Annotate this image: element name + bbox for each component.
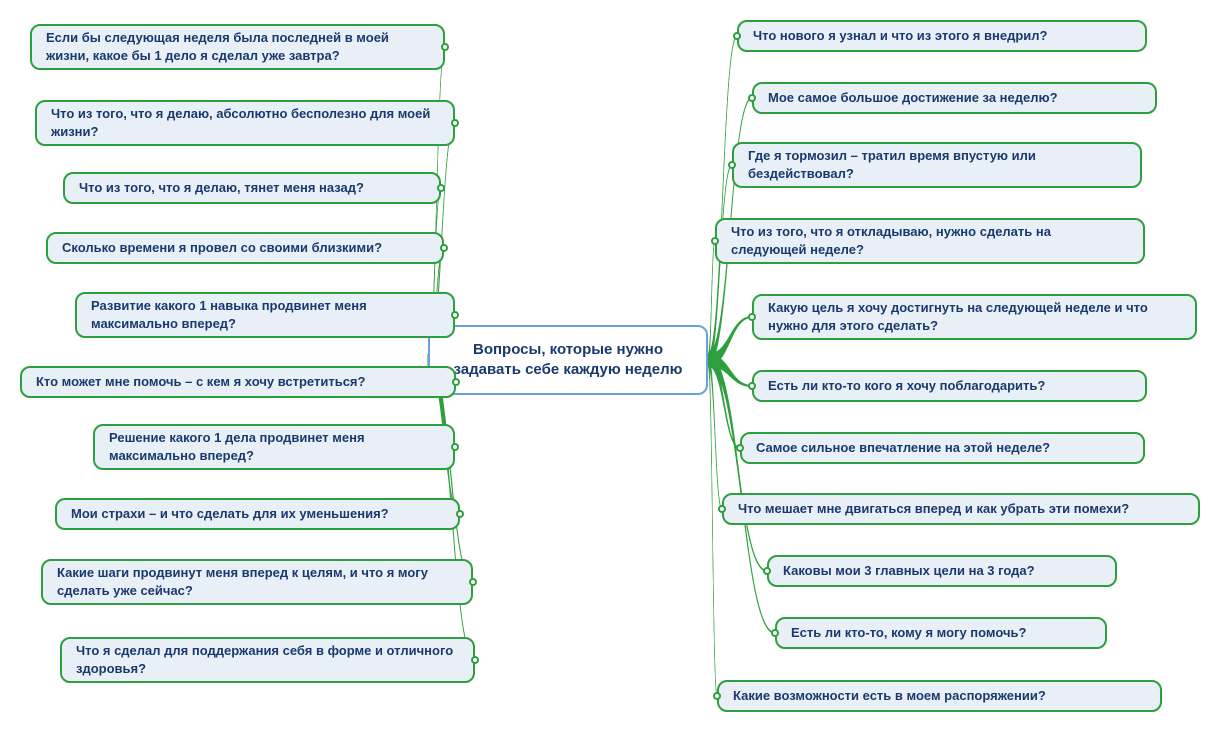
- node-left-9: Что я сделал для поддержания себя в форм…: [60, 637, 475, 683]
- node-right-0: Что нового я узнал и что из этого я внед…: [737, 20, 1147, 52]
- connector-dot: [748, 94, 756, 102]
- connector-dot: [471, 656, 479, 664]
- node-label: Что нового я узнал и что из этого я внед…: [753, 27, 1047, 45]
- node-label: Где я тормозил – тратил время впустую ил…: [748, 147, 1126, 182]
- node-label: Какую цель я хочу достигнуть на следующе…: [768, 299, 1181, 334]
- node-right-7: Что мешает мне двигаться вперед и как уб…: [722, 493, 1200, 525]
- node-label: Что из того, что я делаю, абсолютно бесп…: [51, 105, 439, 140]
- node-label: Что я сделал для поддержания себя в форм…: [76, 642, 459, 677]
- node-left-6: Решение какого 1 дела продвинет меня мак…: [93, 424, 455, 470]
- connector-dot: [451, 119, 459, 127]
- node-left-8: Какие шаги продвинут меня вперед к целям…: [41, 559, 473, 605]
- connector-dot: [763, 567, 771, 575]
- connector-dot: [713, 692, 721, 700]
- node-label: Сколько времени я провел со своими близк…: [62, 239, 382, 257]
- mindmap-edge: [708, 354, 740, 449]
- mindmap-edge: [708, 164, 732, 366]
- node-label: Что из того, что я делаю, тянет меня наз…: [79, 179, 364, 197]
- connector-dot: [440, 244, 448, 252]
- connector-dot: [736, 444, 744, 452]
- node-left-3: Сколько времени я провел со своими близк…: [46, 232, 444, 264]
- node-left-2: Что из того, что я делаю, тянет меня наз…: [63, 172, 441, 204]
- node-left-5: Кто может мне помочь – с кем я хочу встр…: [20, 366, 456, 398]
- connector-dot: [437, 184, 445, 192]
- connector-dot: [733, 32, 741, 40]
- node-label: Кто может мне помочь – с кем я хочу встр…: [36, 373, 365, 391]
- connector-dot: [456, 510, 464, 518]
- connector-dot: [441, 43, 449, 51]
- connector-dot: [718, 505, 726, 513]
- connector-dot: [451, 311, 459, 319]
- node-right-10: Какие возможности есть в моем распоряжен…: [717, 680, 1162, 712]
- node-label: Если бы следующая неделя была последней …: [46, 29, 429, 64]
- node-label: Развитие какого 1 навыка продвинет меня …: [91, 297, 439, 332]
- mindmap-edge: [708, 354, 752, 387]
- node-right-4: Какую цель я хочу достигнуть на следующе…: [752, 294, 1197, 340]
- node-left-0: Если бы следующая неделя была последней …: [30, 24, 445, 70]
- node-label: Есть ли кто-то, кому я могу помочь?: [791, 624, 1026, 642]
- mindmap-canvas: Вопросы, которые нужно задавать себе каж…: [0, 0, 1212, 756]
- node-right-9: Есть ли кто-то, кому я могу помочь?: [775, 617, 1107, 649]
- connector-dot: [771, 629, 779, 637]
- node-right-6: Самое сильное впечатление на этой неделе…: [740, 432, 1145, 464]
- connector-dot: [452, 378, 460, 386]
- mindmap-edge: [708, 354, 717, 697]
- node-left-7: Мои страхи – и что сделать для их уменьш…: [55, 498, 460, 530]
- node-label: Мое самое большое достижение за неделю?: [768, 89, 1058, 107]
- node-right-8: Каковы мои 3 главных цели на 3 года?: [767, 555, 1117, 587]
- node-left-4: Развитие какого 1 навыка продвинет меня …: [75, 292, 455, 338]
- node-label: Решение какого 1 дела продвинет меня мак…: [109, 429, 439, 464]
- node-label: Каковы мои 3 главных цели на 3 года?: [783, 562, 1035, 580]
- node-label: Что из того, что я откладываю, нужно сде…: [731, 223, 1129, 258]
- center-node: Вопросы, которые нужно задавать себе каж…: [428, 325, 708, 395]
- node-right-2: Где я тормозил – тратил время впустую ил…: [732, 142, 1142, 188]
- connector-dot: [711, 237, 719, 245]
- node-label: Что мешает мне двигаться вперед и как уб…: [738, 500, 1129, 518]
- node-right-5: Есть ли кто-то кого я хочу поблагодарить…: [752, 370, 1147, 402]
- node-label: Есть ли кто-то кого я хочу поблагодарить…: [768, 377, 1045, 395]
- connector-dot: [469, 578, 477, 586]
- mindmap-edge: [708, 354, 722, 510]
- connector-dot: [728, 161, 736, 169]
- node-label: Какие возможности есть в моем распоряжен…: [733, 687, 1046, 705]
- mindmap-edge: [708, 240, 715, 366]
- node-label: Какие шаги продвинут меня вперед к целям…: [57, 564, 457, 599]
- node-right-1: Мое самое большое достижение за неделю?: [752, 82, 1157, 114]
- mindmap-edge: [708, 316, 752, 366]
- connector-dot: [748, 382, 756, 390]
- connector-dot: [451, 443, 459, 451]
- node-label: Мои страхи – и что сделать для их уменьш…: [71, 505, 389, 523]
- node-right-3: Что из того, что я откладываю, нужно сде…: [715, 218, 1145, 264]
- mindmap-edge: [708, 35, 737, 366]
- center-node-label: Вопросы, которые нужно задавать себе каж…: [444, 340, 692, 381]
- node-left-1: Что из того, что я делаю, абсолютно бесп…: [35, 100, 455, 146]
- node-label: Самое сильное впечатление на этой неделе…: [756, 439, 1050, 457]
- connector-dot: [748, 313, 756, 321]
